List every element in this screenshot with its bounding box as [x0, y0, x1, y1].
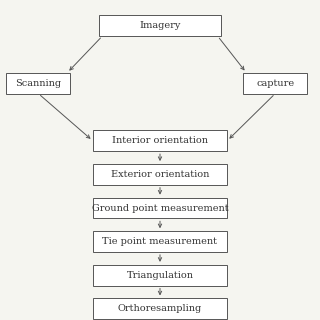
Text: Tie point measurement: Tie point measurement	[102, 237, 218, 246]
Text: Interior orientation: Interior orientation	[112, 136, 208, 145]
Text: Ground point measurement: Ground point measurement	[92, 204, 228, 212]
FancyBboxPatch shape	[93, 198, 227, 219]
FancyBboxPatch shape	[99, 15, 221, 36]
Text: Imagery: Imagery	[139, 21, 181, 30]
FancyBboxPatch shape	[93, 231, 227, 252]
Text: Exterior orientation: Exterior orientation	[111, 170, 209, 179]
FancyBboxPatch shape	[93, 164, 227, 185]
FancyBboxPatch shape	[93, 298, 227, 319]
Text: Orthoresampling: Orthoresampling	[118, 304, 202, 313]
FancyBboxPatch shape	[93, 265, 227, 285]
Text: capture: capture	[256, 79, 294, 88]
FancyBboxPatch shape	[93, 131, 227, 151]
FancyBboxPatch shape	[6, 73, 70, 93]
FancyBboxPatch shape	[243, 73, 307, 93]
Text: Triangulation: Triangulation	[126, 271, 194, 280]
Text: Scanning: Scanning	[15, 79, 61, 88]
